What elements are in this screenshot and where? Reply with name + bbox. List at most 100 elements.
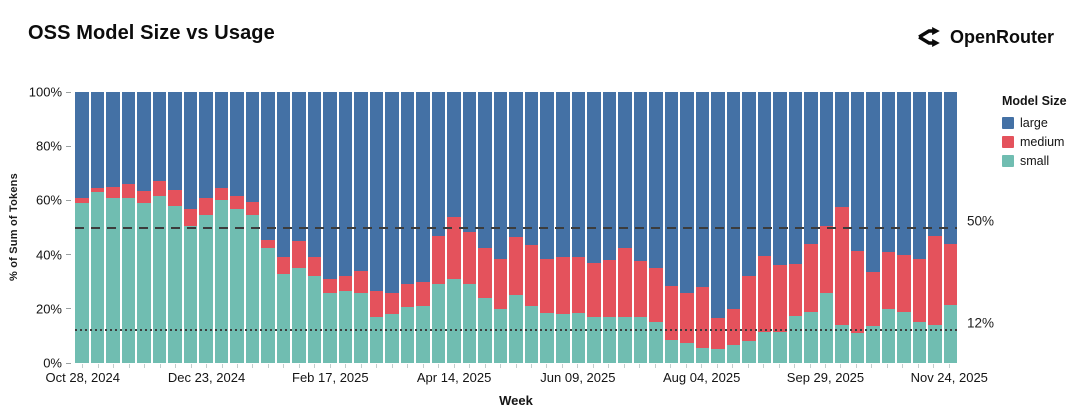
segment-large bbox=[462, 92, 477, 232]
segment-small bbox=[835, 325, 849, 363]
x-minor-tick bbox=[283, 364, 285, 368]
segment-medium bbox=[742, 276, 756, 342]
bar-week-56 bbox=[928, 92, 942, 363]
segment-small bbox=[338, 291, 353, 363]
segment-small bbox=[106, 197, 120, 363]
segment-small bbox=[152, 196, 167, 363]
segment-large bbox=[400, 92, 415, 285]
segment-large bbox=[757, 92, 772, 256]
x-minor-tick bbox=[159, 364, 161, 368]
bar-week-28 bbox=[493, 92, 508, 363]
bar-week-8 bbox=[183, 92, 198, 363]
segment-medium bbox=[493, 258, 508, 309]
segment-small bbox=[75, 203, 89, 363]
segment-medium bbox=[369, 291, 384, 317]
bar-week-50 bbox=[835, 92, 849, 363]
segment-large bbox=[168, 92, 182, 190]
segment-large bbox=[447, 92, 461, 217]
segment-small bbox=[524, 306, 539, 363]
segment-medium bbox=[168, 189, 182, 206]
legend-entry-small: small bbox=[1002, 154, 1067, 168]
segment-medium bbox=[804, 243, 818, 312]
segment-small bbox=[850, 333, 865, 363]
segment-large bbox=[881, 92, 896, 252]
bar-week-6 bbox=[152, 92, 167, 363]
segment-medium bbox=[75, 197, 89, 204]
x-minor-tick bbox=[113, 364, 115, 368]
segment-medium bbox=[571, 257, 586, 313]
segment-small bbox=[804, 311, 818, 363]
reference-label-50: 50% bbox=[967, 213, 995, 228]
page-title: OSS Model Size vs Usage bbox=[28, 22, 275, 44]
segment-large bbox=[183, 92, 198, 209]
bar-week-12 bbox=[245, 92, 260, 363]
y-axis-ticks: 0% 20% 40% 60% 80% 100% bbox=[0, 85, 75, 371]
segment-small bbox=[183, 226, 198, 363]
x-minor-tick bbox=[840, 364, 842, 368]
segment-medium bbox=[230, 196, 244, 209]
segment-medium bbox=[400, 284, 415, 308]
x-axis-tick-labels: Oct 28, 2024 Dec 23, 2024 Feb 17, 2025 Apr … bbox=[46, 370, 988, 386]
legend-title: Model Size bbox=[1002, 94, 1067, 108]
bar-week-33 bbox=[571, 92, 586, 363]
bar-week-14 bbox=[276, 92, 291, 363]
segment-small bbox=[369, 316, 384, 363]
x-minor-tick bbox=[144, 364, 146, 368]
segment-large bbox=[230, 92, 244, 197]
segment-large bbox=[385, 92, 399, 293]
x-minor-tick bbox=[252, 364, 254, 368]
x-minor-tick bbox=[732, 364, 734, 368]
x-minor-tick bbox=[314, 364, 316, 368]
bar-week-2 bbox=[90, 92, 105, 363]
x-minor-tick bbox=[871, 364, 873, 368]
segment-large bbox=[478, 92, 492, 248]
segment-small bbox=[447, 278, 461, 363]
openrouter-icon bbox=[918, 27, 940, 47]
segment-medium bbox=[137, 190, 151, 204]
segment-small bbox=[943, 304, 958, 363]
segment-large bbox=[633, 92, 648, 262]
segment-small bbox=[742, 341, 756, 363]
bar-week-16 bbox=[307, 92, 322, 363]
x-minor-tick bbox=[469, 364, 471, 368]
x-minor-tick bbox=[298, 364, 300, 368]
bar-week-35 bbox=[602, 92, 617, 363]
x-minor-tick bbox=[577, 364, 579, 368]
segment-small bbox=[230, 208, 244, 363]
bar-week-11 bbox=[230, 92, 244, 363]
segment-large bbox=[338, 92, 353, 277]
segment-small bbox=[618, 316, 632, 363]
segment-medium bbox=[881, 251, 896, 309]
segment-small bbox=[928, 325, 942, 363]
segment-medium bbox=[152, 181, 167, 197]
bar-week-49 bbox=[819, 92, 834, 363]
segment-large bbox=[199, 92, 213, 198]
segment-small bbox=[168, 205, 182, 363]
segment-small bbox=[695, 348, 710, 363]
bar-week-48 bbox=[804, 92, 818, 363]
x-minor-tick bbox=[670, 364, 672, 368]
x-minor-tick bbox=[500, 364, 502, 368]
x-tick-label: Sep 29, 2025 bbox=[786, 370, 865, 385]
x-minor-tick bbox=[391, 364, 393, 368]
segment-large bbox=[152, 92, 167, 182]
x-minor-tick bbox=[329, 364, 331, 368]
x-axis-minor-ticks bbox=[75, 364, 957, 369]
segment-small bbox=[571, 312, 586, 363]
legend-label: large bbox=[1020, 116, 1048, 130]
x-minor-tick bbox=[608, 364, 610, 368]
x-minor-tick bbox=[175, 364, 177, 368]
bar-week-39 bbox=[664, 92, 679, 363]
y-tick-mark bbox=[66, 308, 71, 310]
segment-medium bbox=[633, 261, 648, 317]
bar-week-21 bbox=[385, 92, 399, 363]
y-tick-mark bbox=[66, 362, 71, 364]
segment-medium bbox=[649, 268, 663, 323]
segment-large bbox=[928, 92, 942, 236]
x-minor-tick bbox=[933, 364, 935, 368]
segment-medium bbox=[431, 235, 446, 285]
bar-week-1 bbox=[75, 92, 89, 363]
legend-label: small bbox=[1020, 154, 1050, 168]
plot-area: 50% 12% bbox=[75, 92, 994, 363]
segment-small bbox=[602, 316, 617, 363]
